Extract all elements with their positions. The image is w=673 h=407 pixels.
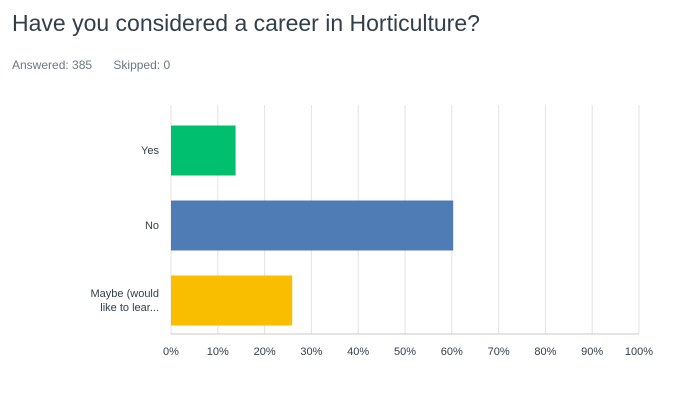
x-tick-label: 50%	[394, 346, 416, 358]
x-tick-label: 40%	[347, 346, 369, 358]
chart-title: Have you considered a career in Horticul…	[12, 10, 480, 36]
bar	[171, 125, 236, 176]
x-tick-label: 20%	[254, 346, 276, 358]
x-tick-label: 80%	[534, 346, 556, 358]
category-label: Maybe (would like to lear...	[90, 287, 159, 314]
x-tick-label: 90%	[581, 346, 603, 358]
category-label: Yes	[141, 144, 159, 157]
skipped-count: Skipped: 0	[113, 58, 171, 72]
x-tick-label: 10%	[207, 346, 229, 358]
x-tick-label: 0%	[163, 346, 179, 358]
x-tick-label: 70%	[488, 346, 510, 358]
answered-count: Answered: 385	[12, 58, 93, 72]
bar	[171, 200, 454, 251]
category-label: No	[144, 219, 159, 232]
response-summary: Answered: 385 Skipped: 0	[12, 58, 188, 72]
x-tick-label: 30%	[300, 346, 322, 358]
x-tick-label: 100%	[625, 346, 653, 358]
bar	[171, 275, 293, 326]
x-tick-label: 60%	[441, 346, 463, 358]
